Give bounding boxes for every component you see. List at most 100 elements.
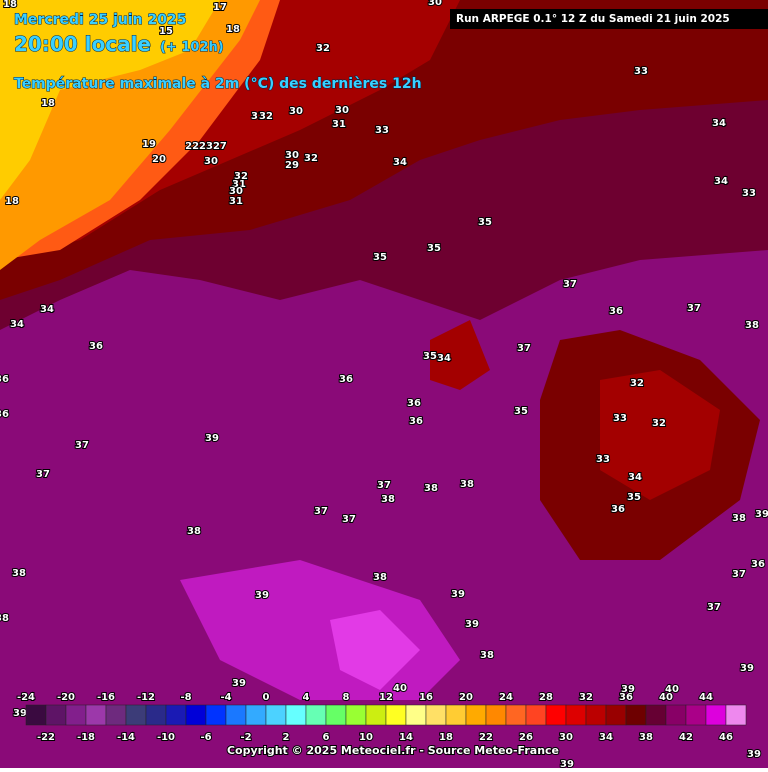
map-label: 39: [560, 759, 574, 768]
map-label: 37: [75, 440, 89, 451]
map-label: 32: [234, 171, 248, 182]
legend-label: -10: [157, 732, 175, 743]
legend-label: 26: [519, 732, 533, 743]
map-label: 38: [381, 494, 395, 505]
legend-label: 8: [343, 692, 350, 703]
legend-swatch: [545, 704, 567, 726]
map-label: 222327: [185, 141, 227, 152]
map-label: 34: [628, 472, 642, 483]
legend-label: 20: [459, 692, 473, 703]
legend-swatch: [645, 704, 667, 726]
legend-label: -6: [200, 732, 211, 743]
forecast-lead: (+ 102h): [160, 40, 224, 55]
map-label: 35: [427, 243, 441, 254]
map-label: 30: [204, 156, 218, 167]
zone-42: [330, 610, 420, 690]
legend-label: 38: [639, 732, 653, 743]
legend-swatch: [465, 704, 487, 726]
map-label: 33: [742, 188, 756, 199]
forecast-date: Mercredi 25 juin 2025: [14, 12, 186, 28]
legend-swatch: [565, 704, 587, 726]
zone-32: [600, 370, 720, 500]
map-label: 30: [335, 105, 349, 116]
map-label: 30: [229, 186, 243, 197]
map-label: 35: [423, 351, 437, 362]
legend-swatch: [505, 704, 527, 726]
map-label: 18: [3, 0, 17, 10]
map-label: 31: [251, 111, 265, 122]
legend-label: -20: [57, 692, 75, 703]
map-label: 33: [613, 413, 627, 424]
map-label: 32: [316, 43, 330, 54]
map-label: 34: [437, 353, 451, 364]
legend-swatch: [725, 704, 747, 726]
run-info: Run ARPEGE 0.1° 12 Z du Samedi 21 juin 2…: [456, 13, 730, 25]
legend-swatch: [285, 704, 307, 726]
map-title: Température maximale à 2m (°C) des derni…: [14, 76, 422, 92]
legend-swatch: [205, 704, 227, 726]
map-label: 33: [375, 125, 389, 136]
map-label: 18: [5, 196, 19, 207]
map-label: 38: [745, 320, 759, 331]
map-label: 32: [630, 378, 644, 389]
legend-swatch: [405, 704, 427, 726]
map-label: 36: [0, 409, 9, 420]
map-label: 39: [255, 590, 269, 601]
legend-swatch: [425, 704, 447, 726]
map-label: 38: [187, 526, 201, 537]
legend-label: -24: [17, 692, 35, 703]
legend-label: 42: [679, 732, 693, 743]
map-label: 34: [712, 118, 726, 129]
map-label: 37: [314, 506, 328, 517]
map-label: 33: [634, 66, 648, 77]
map-label: 36: [409, 416, 423, 427]
legend-swatch: [65, 704, 87, 726]
map-label: 39: [465, 619, 479, 630]
legend-label: -8: [180, 692, 191, 703]
map-label: 36: [339, 374, 353, 385]
map-label: 36: [89, 341, 103, 352]
map-label: 37: [707, 602, 721, 613]
map-label: 39: [13, 708, 27, 719]
legend-label: 30: [559, 732, 573, 743]
map-label: 36: [751, 559, 765, 570]
zone-18: [0, 0, 220, 200]
legend-swatch: [265, 704, 287, 726]
legend-swatch: [245, 704, 267, 726]
legend-label: 44: [699, 692, 713, 703]
legend-label: 16: [419, 692, 433, 703]
map-label: 31: [229, 196, 243, 207]
map-label: 15: [159, 26, 173, 37]
legend-swatch: [325, 704, 347, 726]
legend-label: 28: [539, 692, 553, 703]
legend-label: 34: [599, 732, 613, 743]
legend-swatch: [25, 704, 47, 726]
map-label: 32: [304, 153, 318, 164]
legend-label: 4: [303, 692, 310, 703]
map-label: 38: [480, 650, 494, 661]
forecast-time: 20:00 locale: [14, 32, 151, 56]
legend-label: -16: [97, 692, 115, 703]
map-label: 37: [563, 279, 577, 290]
map-label: 39: [205, 433, 219, 444]
legend-label: 12: [379, 692, 393, 703]
map-label: 35: [478, 217, 492, 228]
map-label: 32: [259, 111, 273, 122]
map-label: 39: [755, 509, 768, 520]
map-label: 37: [36, 469, 50, 480]
legend-label: 6: [323, 732, 330, 743]
legend-label: -18: [77, 732, 95, 743]
map-label: 36: [611, 504, 625, 515]
map-label: 37: [342, 514, 356, 525]
map-label: 36: [609, 306, 623, 317]
legend-swatch: [365, 704, 387, 726]
map-label: 34: [714, 176, 728, 187]
legend-swatch: [105, 704, 127, 726]
legend-label: 32: [579, 692, 593, 703]
zone-32b: [430, 320, 490, 390]
legend-swatch: [525, 704, 547, 726]
map-label: 39: [621, 684, 635, 695]
legend-swatch: [225, 704, 247, 726]
legend-label: 36: [619, 692, 633, 703]
